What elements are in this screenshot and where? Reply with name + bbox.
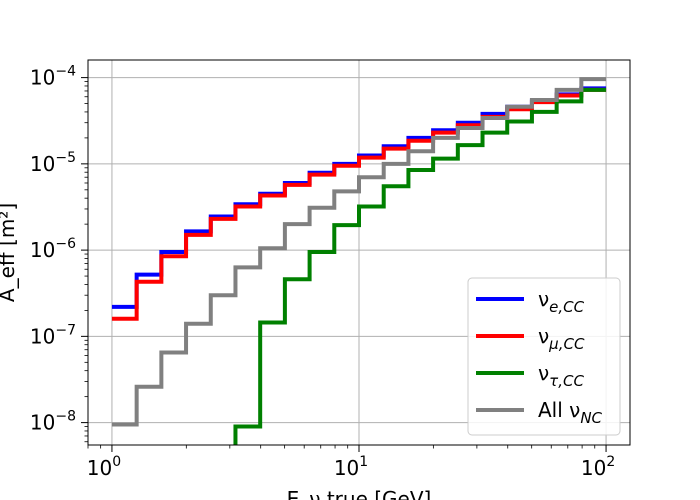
legend-box (467, 277, 621, 436)
series-line-nc (111, 77, 607, 427)
tick-labels: 100 101 102 10−8 10−7 10−6 10−5 10−4 E_ν,true [G… (0, 64, 615, 500)
y-tick-label: 10−8 (30, 409, 76, 435)
series-line--cc (111, 87, 607, 321)
legend: νe,CC νμ,CC ντ,CC All νNC (467, 277, 621, 436)
x-axis-label: E_ν,true [GeV] (287, 487, 432, 500)
y-tick-label: 10−6 (30, 236, 76, 262)
x-tick-label: 101 (334, 454, 368, 480)
x-tick-label: 100 (87, 454, 121, 480)
series-layer (111, 77, 607, 445)
y-tick-label: 10−5 (30, 150, 76, 176)
y-tick-label: 10−4 (30, 64, 76, 90)
series-line--cc (233, 87, 607, 445)
y-axis-label: A_eff [m²] (0, 203, 19, 302)
legend-label--cc: νμ,CC (538, 324, 585, 353)
legend-label-e-cc: νe,CC (538, 287, 585, 316)
axes (81, 59, 631, 452)
legend-label-nc: All νNC (538, 398, 603, 427)
x-tick-label: 102 (581, 454, 615, 480)
legend-label--cc: ντ,CC (538, 361, 584, 390)
y-tick-label: 10−7 (30, 322, 76, 348)
